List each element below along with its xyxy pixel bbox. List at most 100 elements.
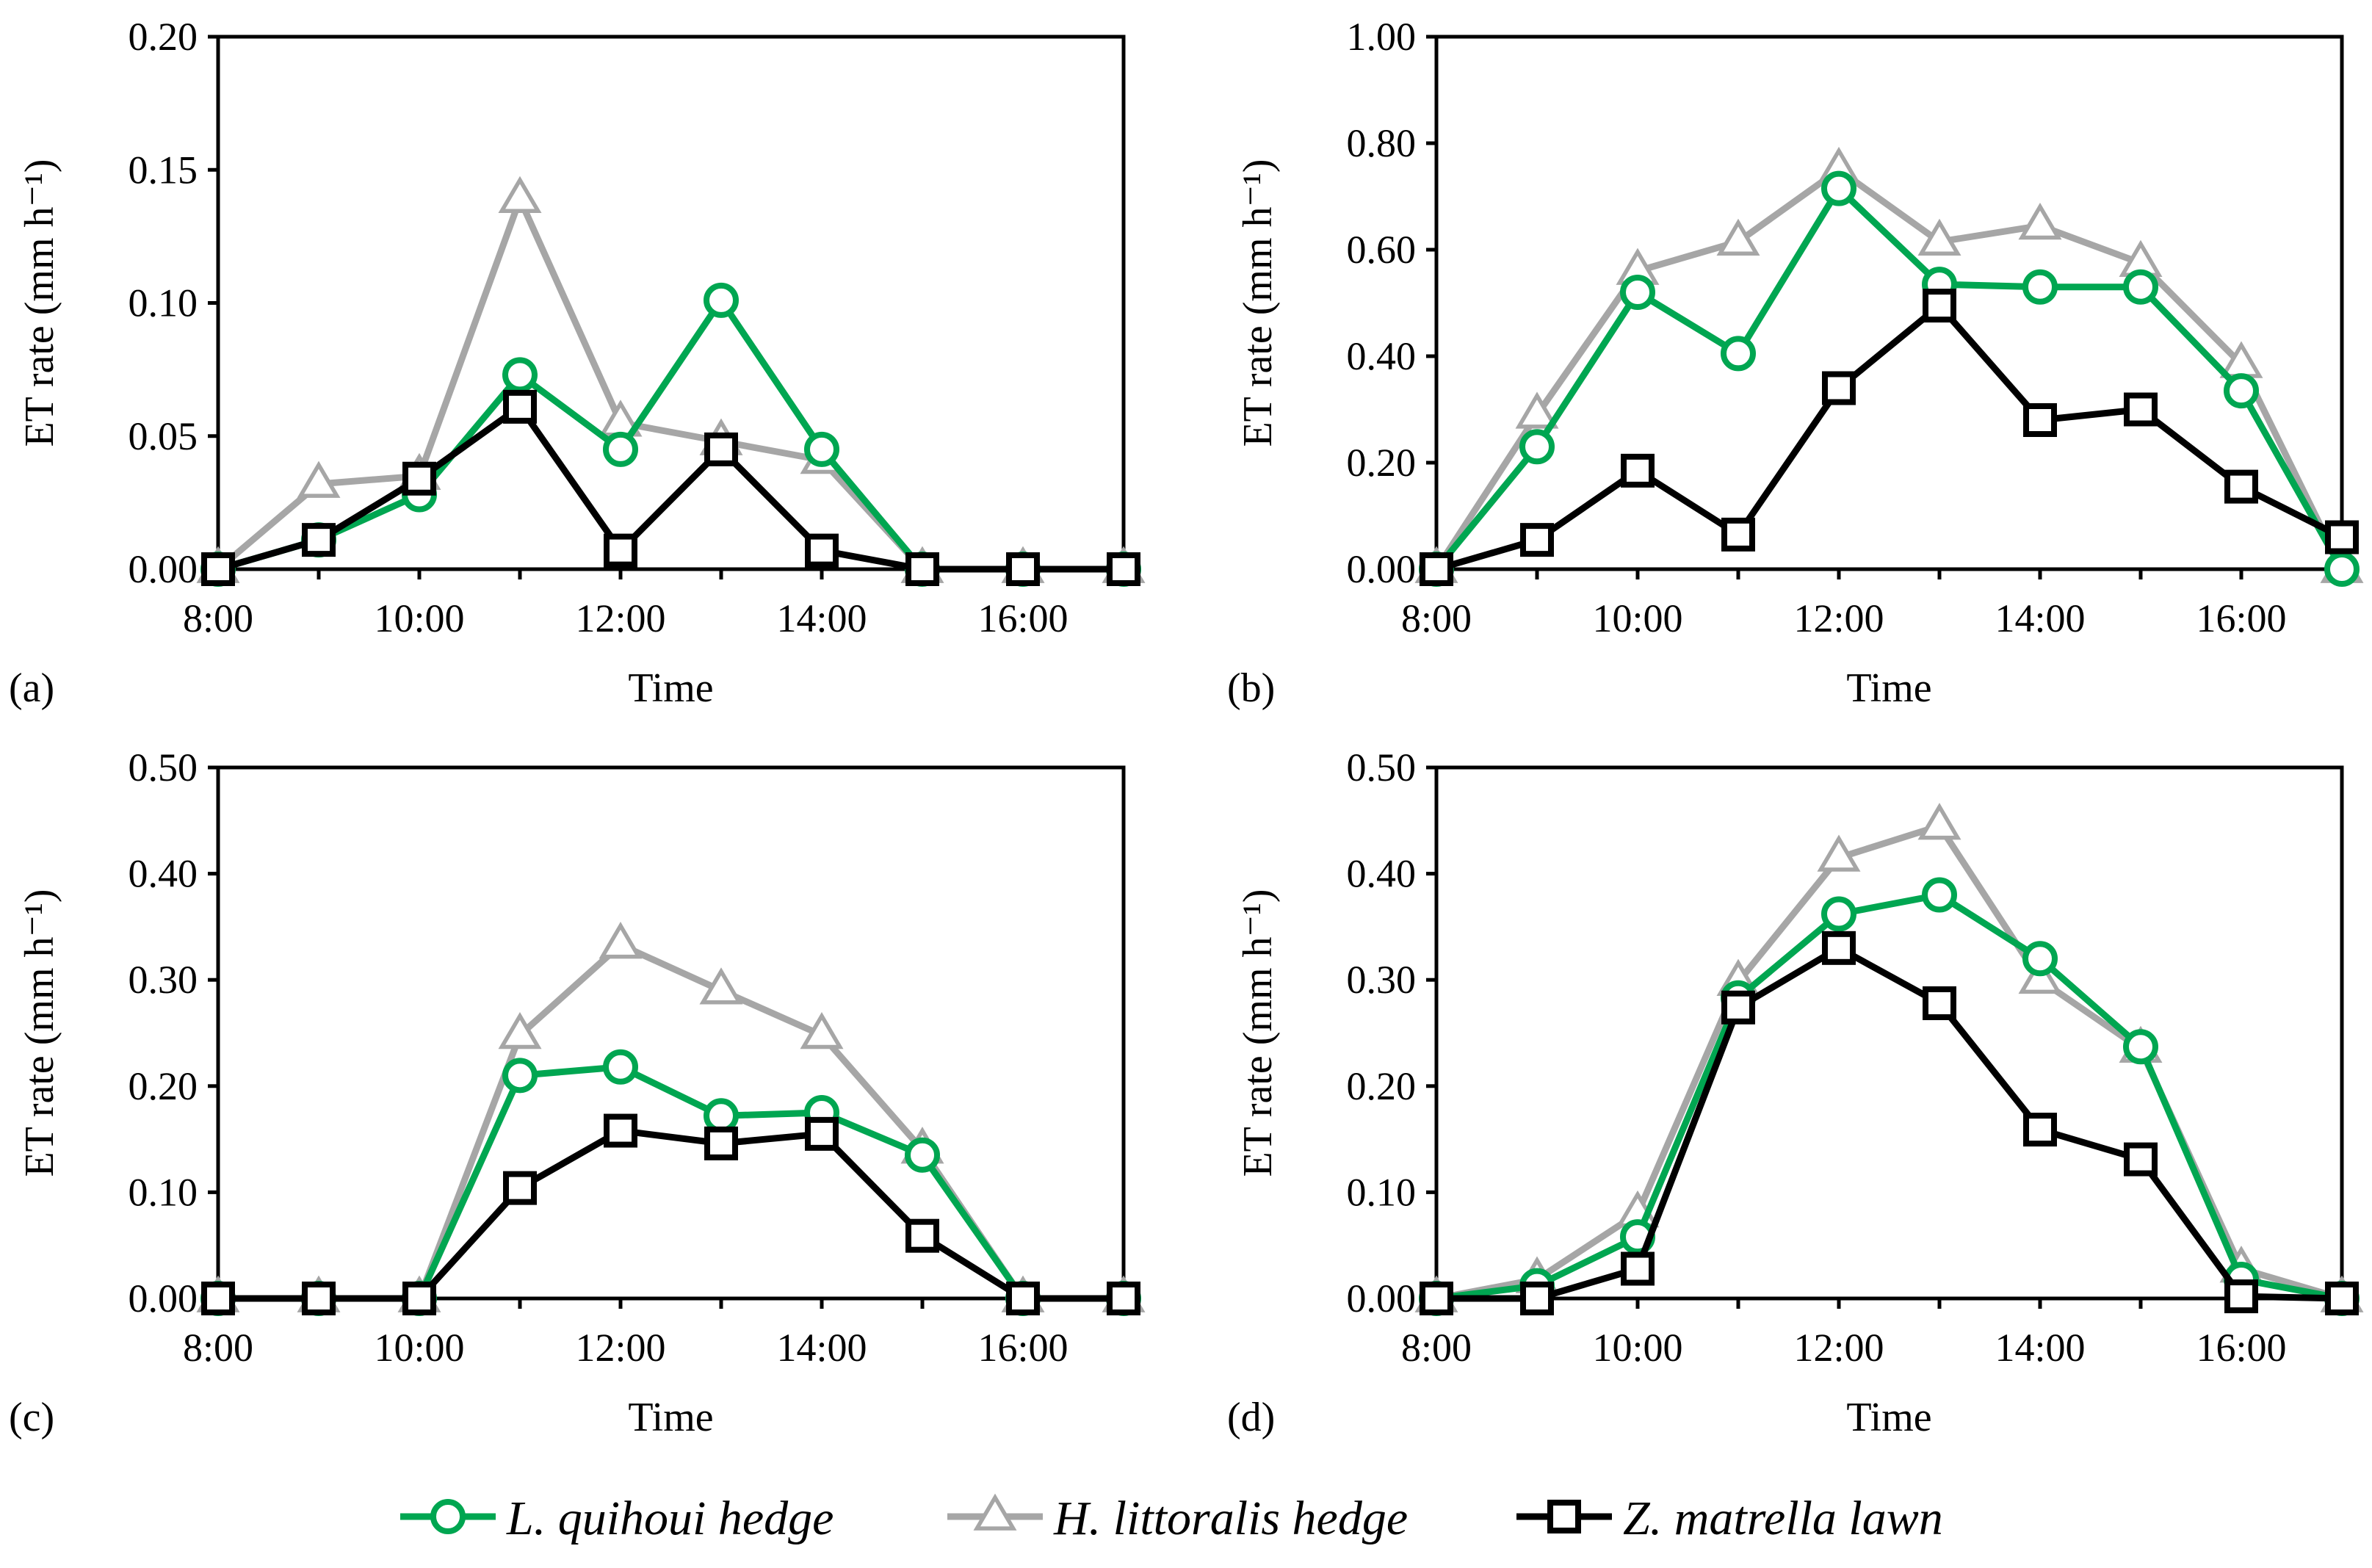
- legend-item-z-matrella-lawn: Z. matrella lawn: [1516, 1492, 1943, 1545]
- legend-label: L. quihoui hedge: [506, 1492, 834, 1545]
- panel-label: (c): [9, 1395, 54, 1440]
- x-tick-label: 16:00: [977, 1326, 1068, 1370]
- y-tick-label: 0.30: [1347, 958, 1417, 1002]
- x-tick-label: 14:00: [776, 596, 867, 640]
- x-tick-label: 12:00: [1793, 596, 1884, 640]
- data-point-z-matrella-lawn: [2224, 469, 2258, 504]
- chart-panel-b: 0.00 0.20 0.40 0.60 0.80 1.00 8:00 10:00 12:00 14…: [1227, 15, 2364, 711]
- y-tick-label: 0.10: [1347, 1170, 1417, 1214]
- series-h-littoralis-hedge: [196, 922, 1146, 1312]
- y-tick-label: 0.20: [129, 1064, 198, 1108]
- data-point-z-matrella-lawn: [704, 1126, 738, 1160]
- y-tick-label: 0.00: [1347, 1276, 1417, 1320]
- y-tick-label: 0.80: [1347, 121, 1417, 165]
- data-point-z-matrella-lawn: [1107, 552, 1140, 586]
- plot-area-frame: [1434, 35, 2344, 571]
- y-tick-label: 0.30: [129, 958, 198, 1002]
- series-z-matrella-lawn: [201, 1113, 1140, 1315]
- x-tick-label: 14:00: [1995, 596, 2085, 640]
- legend-item-l-quihoui-hedge: L. quihoui hedge: [400, 1492, 834, 1545]
- series-line-z-matrella-lawn: [1435, 300, 2344, 573]
- data-point-l-quihoui-hedge: [2324, 552, 2360, 587]
- data-point-l-quihoui-hedge: [704, 1098, 739, 1134]
- x-tick-label: 10:00: [374, 596, 464, 640]
- data-point-z-matrella-lawn: [1822, 931, 1856, 965]
- series-line-z-matrella-lawn: [1436, 944, 2343, 1302]
- data-point-z-matrella-lawn: [1621, 453, 1655, 488]
- data-point-z-matrella-lawn: [2124, 392, 2158, 427]
- data-point-h-littoralis-hedge: [297, 460, 341, 498]
- y-tick-label: 0.50: [129, 745, 198, 790]
- data-point-z-matrella-lawn: [302, 1282, 336, 1315]
- data-point-h-littoralis-hedge: [498, 176, 542, 213]
- chart-panel-a: 0.00 0.05 0.10 0.15 0.20 8:00 10:00 12:00 14:00 1…: [9, 15, 1146, 711]
- x-tick-label: 16:00: [2196, 1326, 2286, 1370]
- x-tick-label: 10:00: [1592, 1326, 1682, 1370]
- data-point-l-quihoui-hedge: [502, 357, 538, 393]
- data-point-l-quihoui-hedge: [603, 431, 638, 467]
- plot-area-frame: [216, 35, 1126, 571]
- series-line-h-littoralis-hedge: [1433, 165, 2346, 571]
- series-z-matrella-lawn: [1420, 931, 2359, 1315]
- y-tick-label: 0.00: [129, 547, 198, 591]
- data-point-z-matrella-lawn: [805, 533, 839, 568]
- data-point-l-quihoui-hedge: [2123, 1029, 2158, 1065]
- data-point-z-matrella-lawn: [905, 1218, 939, 1253]
- data-point-h-littoralis-hedge: [1817, 834, 1861, 872]
- x-tick-label: 12:00: [575, 1326, 665, 1370]
- data-point-z-matrella-lawn: [1420, 552, 1453, 586]
- legend-label: Z. matrella lawn: [1623, 1492, 1943, 1545]
- data-point-l-quihoui-hedge: [804, 431, 839, 467]
- data-point-z-matrella-lawn: [905, 552, 939, 586]
- y-tick-label: 0.10: [129, 1170, 198, 1214]
- data-point-z-matrella-lawn: [2023, 403, 2057, 437]
- panel-label: (d): [1227, 1395, 1275, 1440]
- x-tick-label: 14:00: [1995, 1326, 2085, 1370]
- plot-area-frame: [216, 765, 1126, 1301]
- data-point-z-matrella-lawn: [704, 432, 738, 466]
- data-point-z-matrella-lawn: [1923, 289, 1956, 323]
- x-tick-label: 8:00: [1401, 1326, 1472, 1370]
- data-point-l-quihoui-hedge: [2022, 269, 2058, 305]
- series-l-quihoui-hedge: [1419, 170, 2360, 587]
- y-tick-label: 0.50: [1347, 745, 1417, 790]
- x-tick-label: 8:00: [1401, 596, 1472, 640]
- x-tick-label: 12:00: [575, 596, 665, 640]
- data-point-z-matrella-lawn: [503, 389, 537, 424]
- data-point-h-littoralis-hedge: [1716, 218, 1760, 256]
- series-z-matrella-lawn: [1420, 289, 2359, 586]
- data-point-l-quihoui-hedge: [1922, 877, 1957, 913]
- data-point-z-matrella-lawn: [1822, 371, 1856, 405]
- data-point-l-quihoui-hedge: [2224, 373, 2259, 409]
- x-tick-label: 14:00: [776, 1326, 867, 1370]
- data-point-z-matrella-lawn: [1721, 990, 1755, 1025]
- data-point-h-littoralis-hedge: [699, 967, 743, 1005]
- x-axis-title: Time: [1846, 1395, 1931, 1440]
- y-tick-label: 0.40: [1347, 852, 1417, 896]
- series-line-h-littoralis-hedge: [216, 190, 1124, 573]
- chart-panel-d: 0.00 0.10 0.20 0.30 0.40 0.50 8:00 10:00 12:00 14…: [1227, 745, 2364, 1440]
- data-point-l-quihoui-hedge: [1821, 170, 1856, 206]
- data-point-z-matrella-lawn: [402, 461, 436, 496]
- y-tick-label: 0.10: [129, 281, 198, 325]
- legend-marker-square: [1547, 1500, 1581, 1533]
- series-line-l-quihoui-hedge: [1436, 891, 2343, 1302]
- data-point-l-quihoui-hedge: [1620, 275, 1655, 310]
- data-point-h-littoralis-hedge: [800, 1011, 844, 1049]
- y-tick-label: 0.05: [129, 414, 198, 458]
- data-point-z-matrella-lawn: [1420, 1282, 1453, 1315]
- x-tick-label: 10:00: [374, 1326, 464, 1370]
- x-tick-label: 16:00: [2196, 596, 2286, 640]
- y-tick-label: 0.20: [1347, 1064, 1417, 1108]
- data-point-z-matrella-lawn: [1621, 1251, 1655, 1286]
- y-tick-label: 1.00: [1347, 15, 1417, 59]
- data-point-h-littoralis-hedge: [1917, 218, 1961, 256]
- data-point-h-littoralis-hedge: [498, 1011, 542, 1049]
- x-tick-label: 8:00: [183, 1326, 253, 1370]
- data-point-z-matrella-lawn: [503, 1171, 537, 1205]
- data-point-z-matrella-lawn: [2224, 1279, 2258, 1314]
- series-l-quihoui-hedge: [200, 1049, 1141, 1316]
- data-point-z-matrella-lawn: [604, 533, 637, 568]
- x-tick-label: 10:00: [1592, 596, 1682, 640]
